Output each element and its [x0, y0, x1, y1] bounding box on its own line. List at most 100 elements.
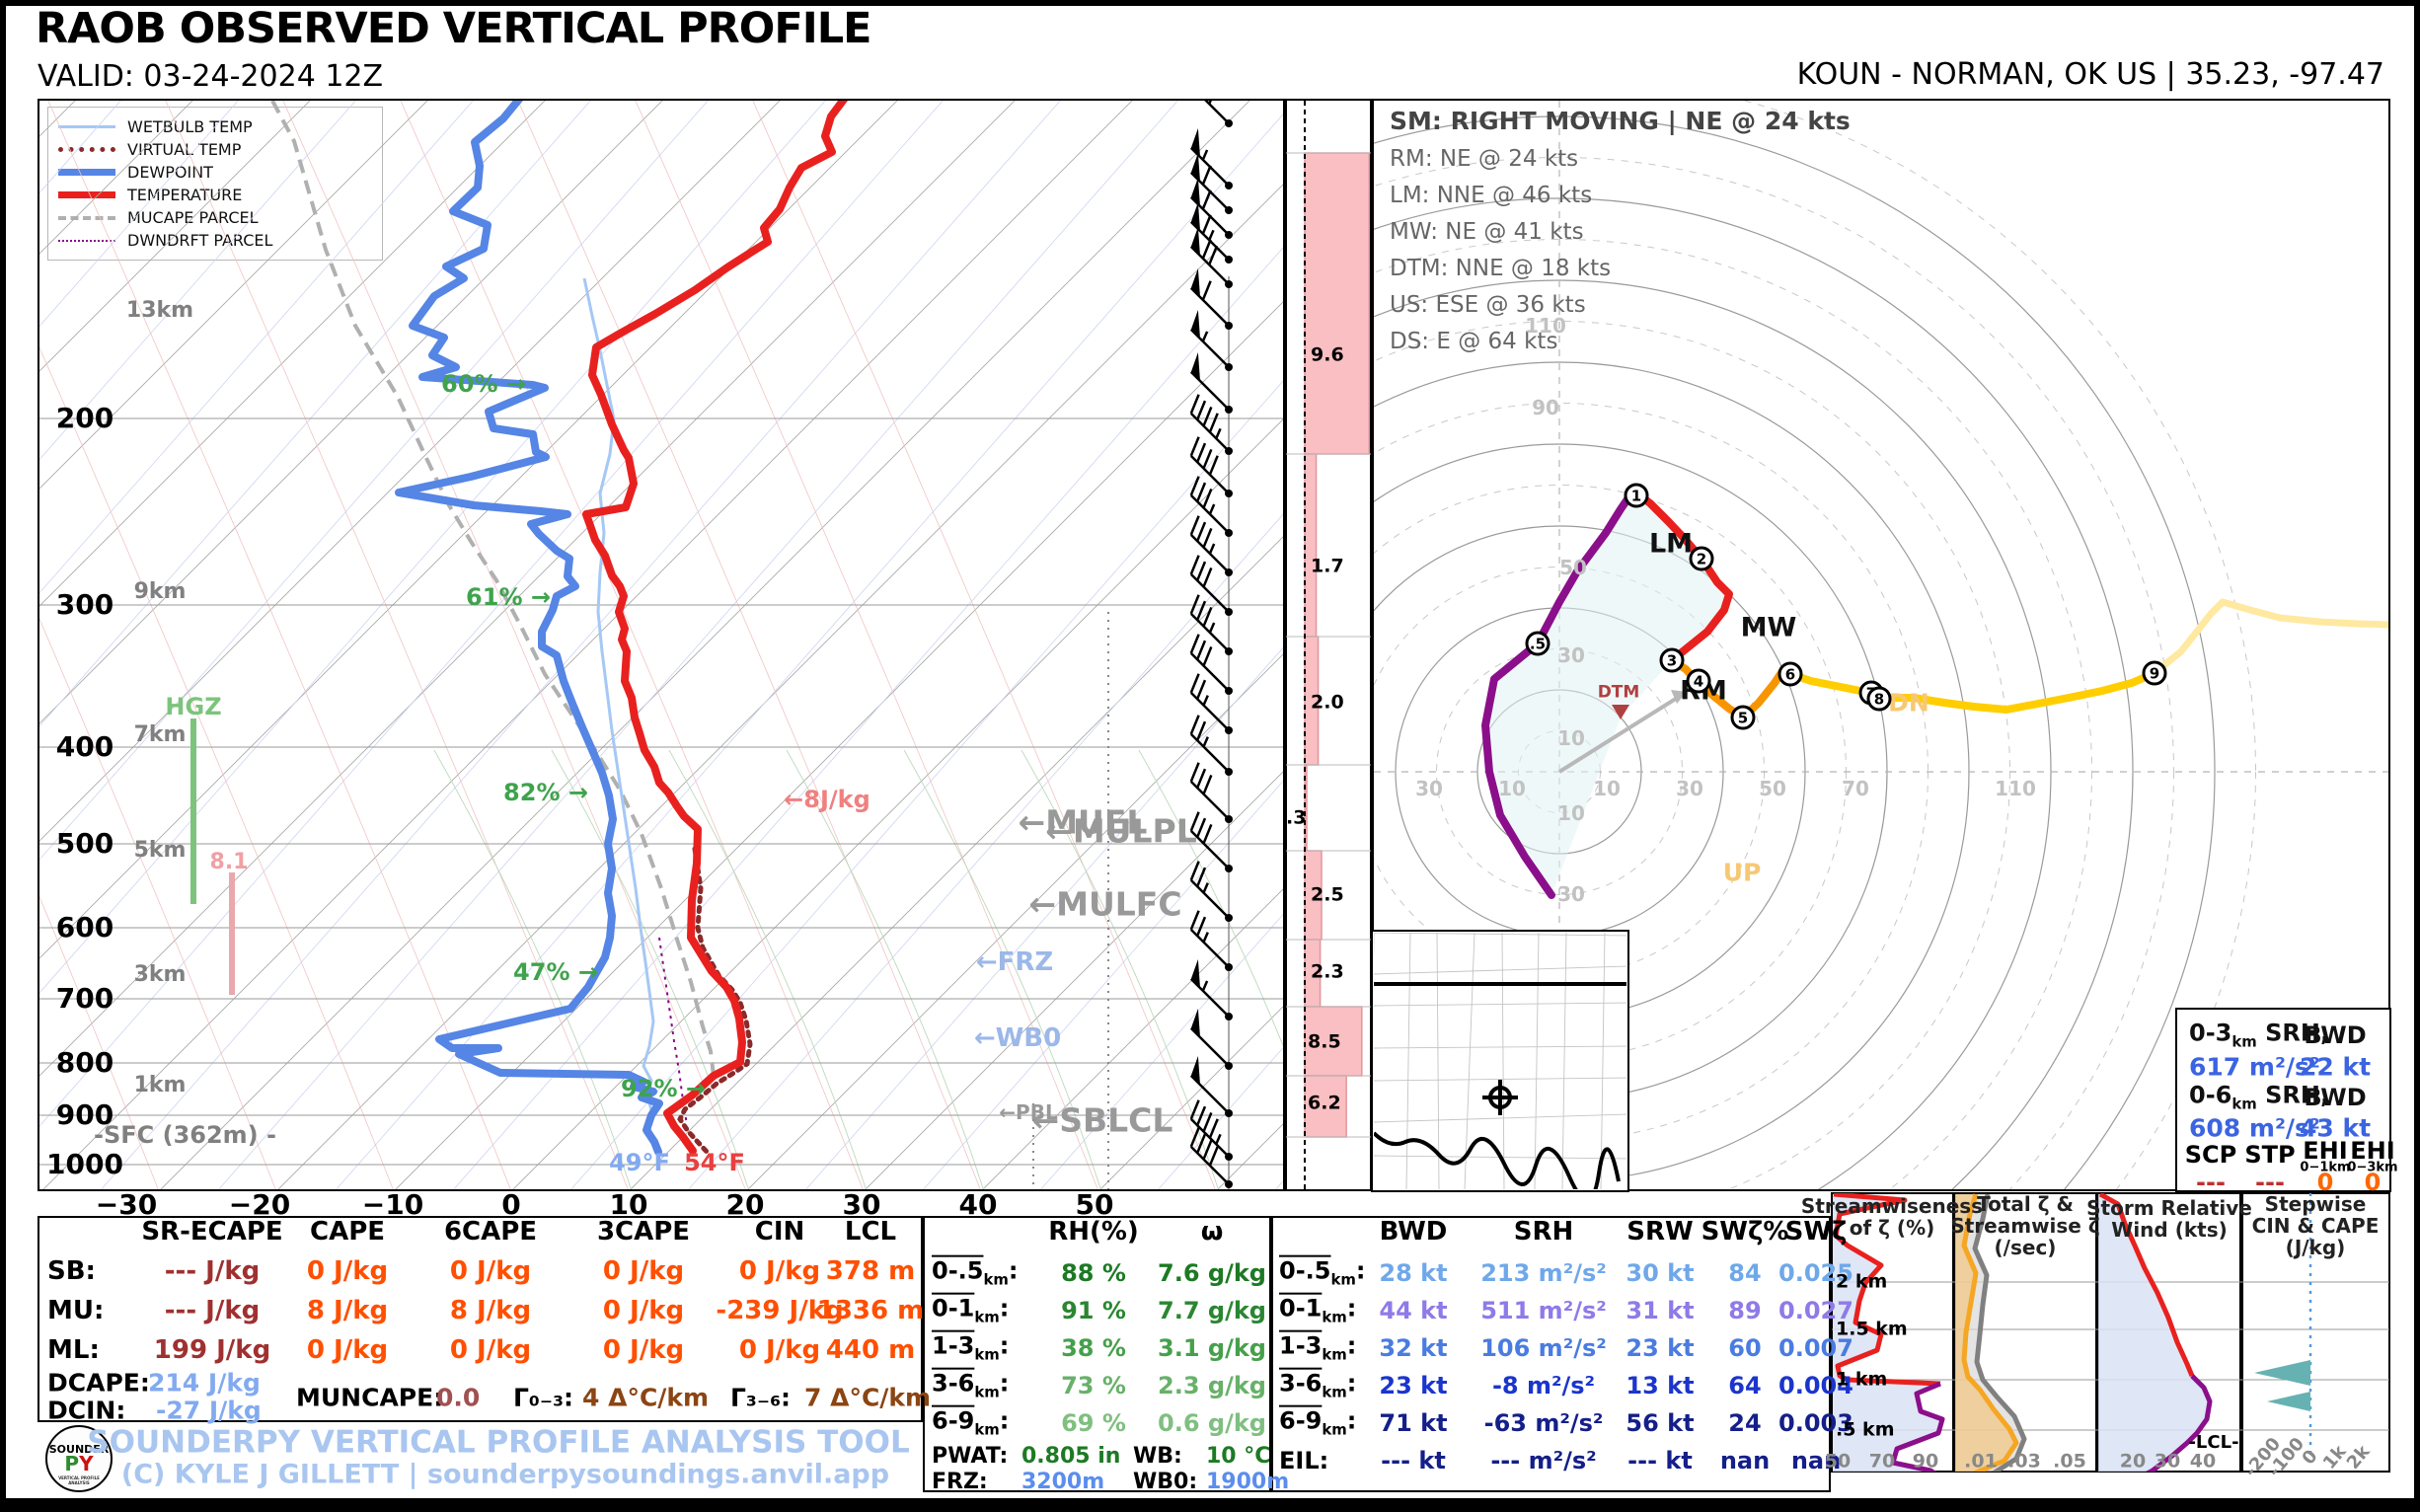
thermo-row-label: SB:: [47, 1256, 96, 1286]
muncape-value: 0.0: [436, 1383, 481, 1412]
legend-line-sample: [58, 147, 115, 152]
hodo-marker-9: 9: [2142, 660, 2167, 686]
dcin-value: -27 J/kg: [156, 1396, 262, 1425]
height-label: 1km: [133, 1073, 187, 1097]
gamma-0-3-value: 4 Δ°C/km: [582, 1383, 710, 1412]
hodo-ring-label: 10: [1557, 801, 1585, 825]
skewt-annotation: 92% →: [621, 1075, 706, 1102]
srh-index-sub: 0−3km: [2347, 1160, 2398, 1175]
mini-km-label: 1.5 km: [1836, 1318, 1908, 1340]
temp-tick-label: 10: [609, 1188, 648, 1221]
histogram-bar-label: 2.0: [1311, 691, 1344, 714]
skewt-annotation: ←WB0: [973, 1023, 1062, 1053]
shear-cell: 30 kt: [1626, 1259, 1695, 1287]
srh-index-value: ---: [2196, 1169, 2226, 1196]
srh-index-value: 0: [2364, 1169, 2382, 1196]
rh-row-label: 1-3km:: [932, 1331, 1010, 1364]
dcape-label: DCAPE:: [47, 1368, 150, 1398]
thermo-table-panel: [38, 1216, 923, 1422]
dcape-value: 214 J/kg: [148, 1368, 261, 1398]
pressure-label: 1000: [46, 1148, 123, 1180]
histogram-bar-label: 8.5: [1308, 1030, 1341, 1053]
pwat-label: PWAT:: [932, 1444, 1009, 1469]
mini-panel-title: (J/kg): [2285, 1236, 2346, 1259]
thermo-cell: 1336 m: [816, 1296, 925, 1325]
pressure-label: 200: [55, 402, 114, 434]
srh-box-row: 608 m²/s²: [2189, 1113, 2320, 1143]
credit-line-1: SOUNDERPY VERTICAL PROFILE ANALYSIS TOOL: [87, 1424, 910, 1461]
thermo-cell: 0 J/kg: [449, 1335, 532, 1365]
credit-line-2: (C) KYLE J GILLETT | sounderpysoundings.…: [120, 1459, 890, 1490]
hodo-marker-6: 6: [1777, 661, 1803, 687]
legend-item-label: TEMPERATURE: [127, 186, 243, 204]
hodo-dtm-label: DTM: [1597, 682, 1640, 703]
wb-label: WB:: [1133, 1444, 1182, 1469]
shear-cell: 0.004: [1778, 1372, 1853, 1399]
skewt-annotation: ←8J/kg: [784, 786, 870, 813]
frz-label: FRZ:: [932, 1470, 988, 1494]
stepwise-cape-panel: [2241, 1192, 2390, 1473]
skewt-annotation: 54°F: [684, 1149, 745, 1176]
mini-panel-title: Streamwiseness: [1800, 1194, 1984, 1218]
skewt-annotation: 82% →: [503, 779, 588, 806]
srh-box-row: 0-3km SRH,: [2189, 1019, 2330, 1051]
skewt-annotation: 8.1: [209, 850, 249, 874]
shear-row-label: 3-6km:: [1279, 1369, 1357, 1401]
legend-line-sample: [58, 125, 115, 128]
thermo-cell: 0 J/kg: [306, 1256, 389, 1286]
shear-cell: 213 m²/s²: [1480, 1259, 1607, 1287]
hodo-ring-label: 90: [1532, 396, 1559, 419]
shear-cell: 13 kt: [1626, 1372, 1695, 1399]
thermo-cell: --- J/kg: [164, 1256, 261, 1286]
hodo-ring-label: 70: [1842, 777, 1869, 800]
height-label: 5km: [133, 838, 187, 863]
mixing-ratio-value: 0.6 g/kg: [1158, 1409, 1266, 1437]
mini-km-label: 2 km: [1836, 1270, 1888, 1293]
rh-value: 91 %: [1061, 1297, 1126, 1324]
storm-motion-title: SM: RIGHT MOVING | NE @ 24 kts: [1390, 107, 1851, 135]
shear-row-label: 1-3km:: [1279, 1331, 1357, 1364]
mini-km-label: .5 km: [1836, 1418, 1895, 1441]
hodo-mw-label: MW: [1740, 612, 1797, 643]
hodo-ring-label: 30: [1557, 643, 1585, 667]
storm-motion-line: DS: E @ 64 kts: [1390, 329, 1558, 354]
hodo-ring-label: 30: [1557, 882, 1585, 906]
mini-panel-title: Wind (kts): [2111, 1218, 2228, 1242]
skewt-annotation: ←MULFC: [1028, 884, 1182, 924]
hodo-up-label: UP: [1722, 858, 1762, 887]
srh-index-header: SCP: [2184, 1141, 2237, 1169]
shear-cell: nan: [1719, 1447, 1771, 1474]
shear-header: SWζ%: [1701, 1217, 1789, 1247]
hodo-ring-label: 50: [1559, 556, 1587, 579]
shear-cell: --- m²/s²: [1490, 1447, 1597, 1474]
shear-header: SRW: [1626, 1217, 1694, 1247]
hodo-marker-2: 2: [1689, 546, 1714, 571]
rh-header: ω: [1200, 1217, 1224, 1247]
legend-item: VIRTUAL TEMP: [58, 138, 372, 161]
shear-row-label: 0-1km:: [1279, 1294, 1357, 1326]
pressure-label: 800: [55, 1046, 114, 1079]
shear-cell: 106 m²/s²: [1480, 1334, 1607, 1362]
shear-cell: --- kt: [1381, 1447, 1446, 1474]
rh-row-label: 0-.5km:: [932, 1256, 1019, 1289]
legend-line-sample: [58, 239, 115, 242]
shear-header: SRH: [1513, 1217, 1574, 1247]
srh-index-header: EHI: [2303, 1137, 2348, 1165]
shear-cell: -8 m²/s²: [1491, 1372, 1596, 1399]
thermo-cell: 0 J/kg: [602, 1256, 685, 1286]
rh-value: 38 %: [1061, 1334, 1126, 1362]
mixing-ratio-value: 3.1 g/kg: [1158, 1334, 1266, 1362]
rh-row-label: 0-1km:: [932, 1294, 1010, 1326]
temp-tick-label: −10: [361, 1188, 424, 1221]
mixing-ratio-value: 2.3 g/kg: [1158, 1372, 1266, 1399]
skewt-annotation: 61% →: [466, 583, 551, 611]
hodo-marker-3: 3: [1659, 647, 1685, 673]
histogram-bar-label: 9.6: [1311, 343, 1344, 366]
station-id: KOUN - NORMAN, OK US | 35.23, -97.47: [1796, 57, 2384, 92]
pressure-label: 400: [55, 730, 114, 763]
srh-box-row-value: BWD: [2304, 1084, 2367, 1111]
histogram-bar-label: 2.5: [1311, 883, 1344, 906]
shear-cell: 0.027: [1778, 1297, 1853, 1324]
lcl-label: -LCL-: [2188, 1432, 2239, 1453]
shear-header: SWζ: [1784, 1217, 1848, 1247]
